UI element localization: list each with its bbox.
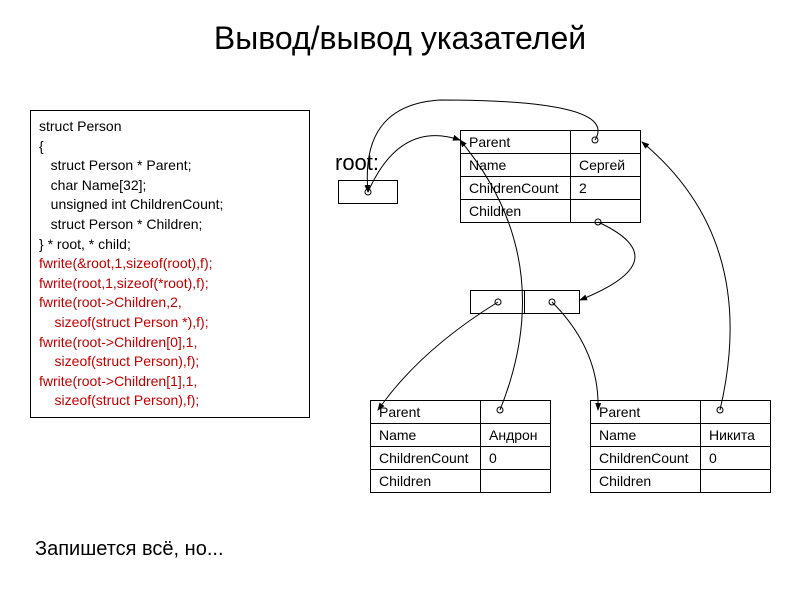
field-value: 0: [481, 447, 551, 470]
field-value: Никита: [701, 424, 771, 447]
field-value: 2: [571, 177, 641, 200]
children-pointer-array: [470, 290, 580, 314]
field-label: Children: [371, 470, 481, 493]
field-label: ChildrenCount: [461, 177, 571, 200]
field-label: ChildrenCount: [371, 447, 481, 470]
ptr-cell: [470, 290, 525, 314]
field-label: Name: [591, 424, 701, 447]
root-label: root:: [335, 150, 379, 176]
field-value: 0: [701, 447, 771, 470]
field-value: Андрон: [481, 424, 551, 447]
bottom-note: Запишется всё, но...: [35, 538, 224, 561]
field-label: Children: [591, 470, 701, 493]
root-pointer-box: [338, 180, 398, 204]
field-label: Parent: [591, 401, 701, 424]
ptr-cell: [525, 290, 580, 314]
field-value: Сергей: [571, 154, 641, 177]
struct-andron: Parent NameАндрон ChildrenCount0 Childre…: [370, 400, 551, 493]
field-label: Parent: [371, 401, 481, 424]
struct-sergey: Parent NameСергей ChildrenCount2 Childre…: [460, 130, 641, 223]
code-block: struct Person{ struct Person * Parent; c…: [30, 110, 310, 418]
page-title: Вывод/вывод указателей: [0, 20, 800, 57]
struct-nikita: Parent NameНикита ChildrenCount0 Childre…: [590, 400, 771, 493]
field-label: Children: [461, 200, 571, 223]
code-fwrite: fwrite(&root,1,sizeof(root),f);fwrite(ro…: [39, 254, 301, 411]
code-struct: struct Person{ struct Person * Parent; c…: [39, 117, 301, 254]
field-label: Parent: [461, 131, 571, 154]
field-label: ChildrenCount: [591, 447, 701, 470]
field-label: Name: [461, 154, 571, 177]
field-label: Name: [371, 424, 481, 447]
